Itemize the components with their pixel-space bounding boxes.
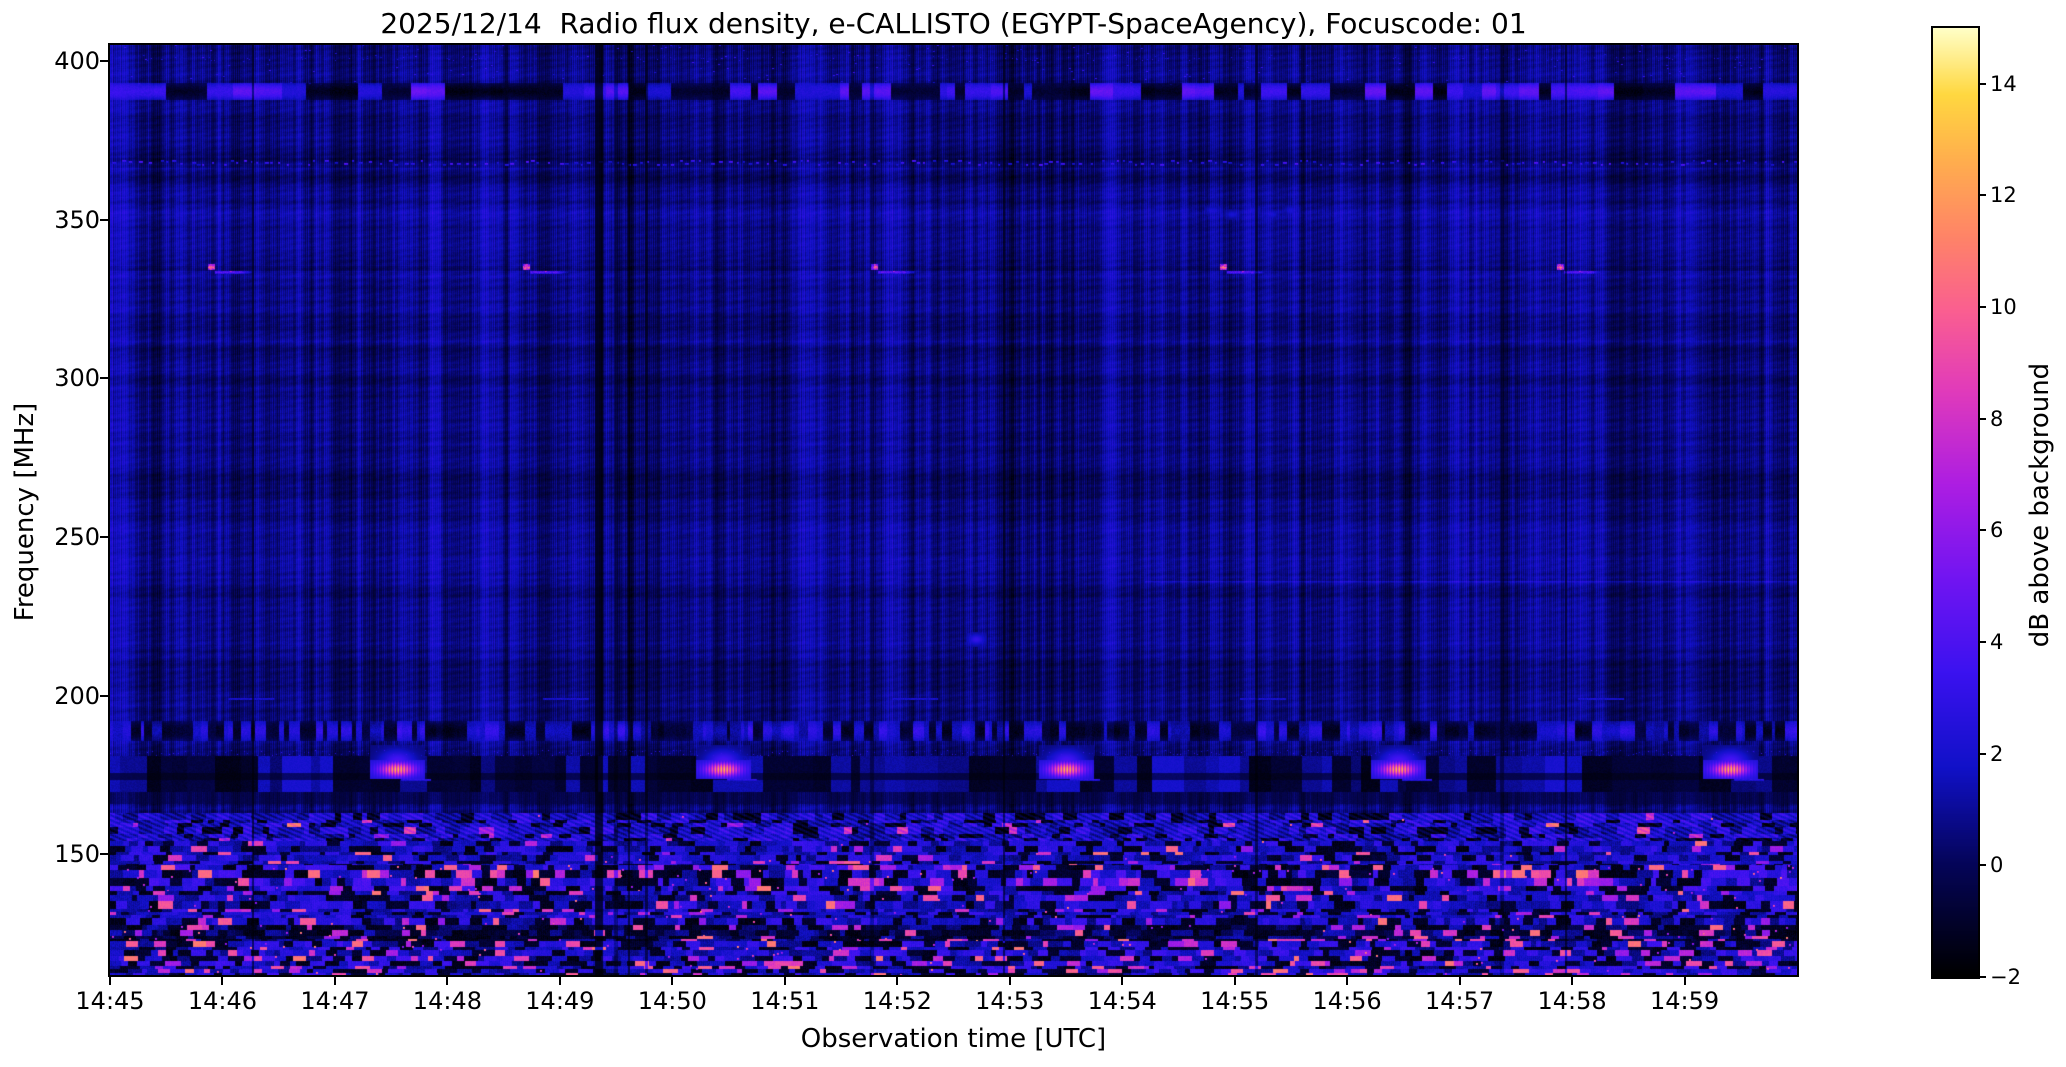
x-tick-label: 14:57 (1425, 987, 1495, 1015)
y-tick-mark (100, 377, 110, 380)
y-tick-label: 350 (54, 205, 100, 234)
colorbar-label: dB above background (2025, 362, 2055, 648)
x-tick-label: 14:45 (75, 987, 145, 1015)
colorbar-tick-label: 10 (1990, 295, 2017, 320)
colorbar-tick-mark (1978, 752, 1986, 755)
x-axis-label: Observation time [UTC] (800, 1024, 1107, 1054)
x-tick-mark (896, 975, 899, 985)
colorbar-tick-label: 14 (1990, 71, 2017, 96)
colorbar-tick-mark (1978, 864, 1986, 867)
colorbar-tick-label: 0 (1990, 853, 2004, 878)
plot-title: 2025/12/14 Radio flux density, e-CALLIST… (380, 7, 1527, 40)
colorbar-tick-label: 8 (1990, 406, 2004, 431)
colorbar-tick-label: 4 (1990, 630, 2004, 655)
colorbar-tick-mark (1978, 306, 1986, 309)
colorbar-tick-label: 2 (1990, 741, 2004, 766)
x-tick-mark (333, 975, 336, 985)
y-tick-label: 150 (54, 840, 100, 869)
x-tick-mark (1571, 975, 1574, 985)
x-tick-label: 14:59 (1649, 987, 1720, 1015)
x-tick-label: 14:50 (637, 987, 707, 1015)
colorbar-gradient (1933, 28, 1978, 977)
x-tick-mark (558, 975, 561, 985)
x-tick-label: 14:56 (1312, 987, 1382, 1015)
y-tick-label: 400 (54, 46, 100, 75)
colorbar-tick-label: 6 (1990, 518, 2004, 543)
y-tick-label: 300 (54, 364, 100, 393)
y-tick-mark (100, 218, 110, 221)
colorbar-tick-mark (1978, 194, 1986, 197)
x-tick-label: 14:48 (412, 987, 482, 1015)
colorbar-tick-mark (1978, 641, 1986, 644)
y-tick-mark (100, 853, 110, 856)
x-tick-mark (1008, 975, 1011, 985)
x-tick-label: 14:49 (525, 987, 595, 1015)
x-tick-label: 14:58 (1537, 987, 1607, 1015)
x-tick-mark (109, 975, 111, 985)
x-tick-mark (1683, 975, 1686, 985)
y-tick-label: 200 (54, 681, 100, 710)
x-tick-mark (1121, 975, 1124, 985)
x-tick-label: 14:46 (187, 987, 258, 1015)
y-tick-label: 250 (54, 522, 100, 551)
x-tick-mark (446, 975, 449, 985)
x-tick-mark (221, 975, 224, 985)
x-tick-label: 14:53 (975, 987, 1045, 1015)
colorbar-tick-label: 12 (1990, 183, 2017, 208)
y-tick-mark (100, 59, 110, 62)
y-tick-mark (100, 694, 110, 697)
spectrogram-canvas (110, 45, 1797, 975)
x-tick-label: 14:51 (750, 987, 820, 1015)
colorbar-tick-mark (1978, 417, 1986, 420)
colorbar-tick-mark (1978, 529, 1986, 532)
x-tick-label: 14:52 (862, 987, 932, 1015)
colorbar-tick-mark (1978, 82, 1986, 85)
x-tick-label: 14:55 (1200, 987, 1270, 1015)
x-tick-mark (1233, 975, 1236, 985)
colorbar-tick-mark (1978, 976, 1986, 978)
x-tick-label: 14:47 (300, 987, 370, 1015)
y-tick-mark (100, 535, 110, 538)
x-tick-mark (671, 975, 674, 985)
x-tick-mark (783, 975, 786, 985)
x-tick-mark (1458, 975, 1461, 985)
x-tick-mark (1346, 975, 1349, 985)
x-tick-label: 14:54 (1087, 987, 1157, 1015)
colorbar-tick-label: −2 (1990, 965, 2021, 989)
